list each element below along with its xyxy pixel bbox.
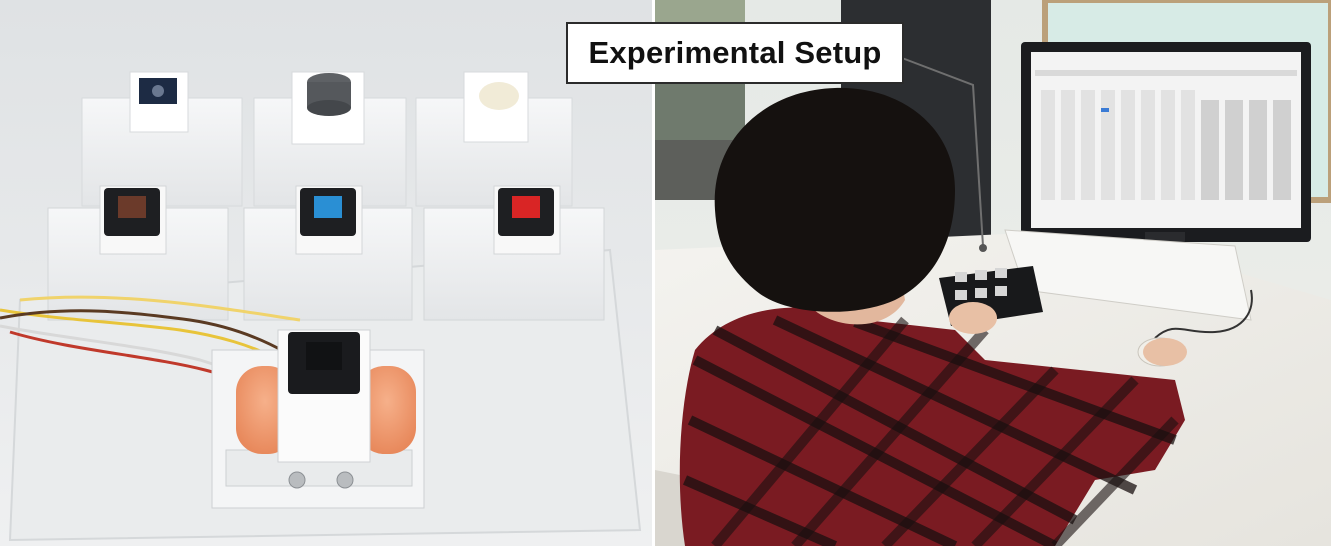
panel-divider	[652, 0, 656, 546]
middle-row-blocks	[47, 185, 605, 321]
monitor	[1021, 42, 1311, 252]
participant-scene-illustration	[655, 0, 1331, 546]
back-row-blocks	[81, 71, 573, 207]
front-switch-assembly	[211, 329, 425, 509]
right-photo	[655, 0, 1331, 546]
switch-prototypes-illustration	[0, 0, 655, 546]
experimental-setup-label: Experimental Setup	[566, 22, 904, 84]
participant	[679, 87, 1187, 546]
callout-dot	[979, 244, 987, 252]
left-photo	[0, 0, 655, 546]
callout-line	[901, 57, 984, 247]
label-text: Experimental Setup	[588, 35, 882, 70]
